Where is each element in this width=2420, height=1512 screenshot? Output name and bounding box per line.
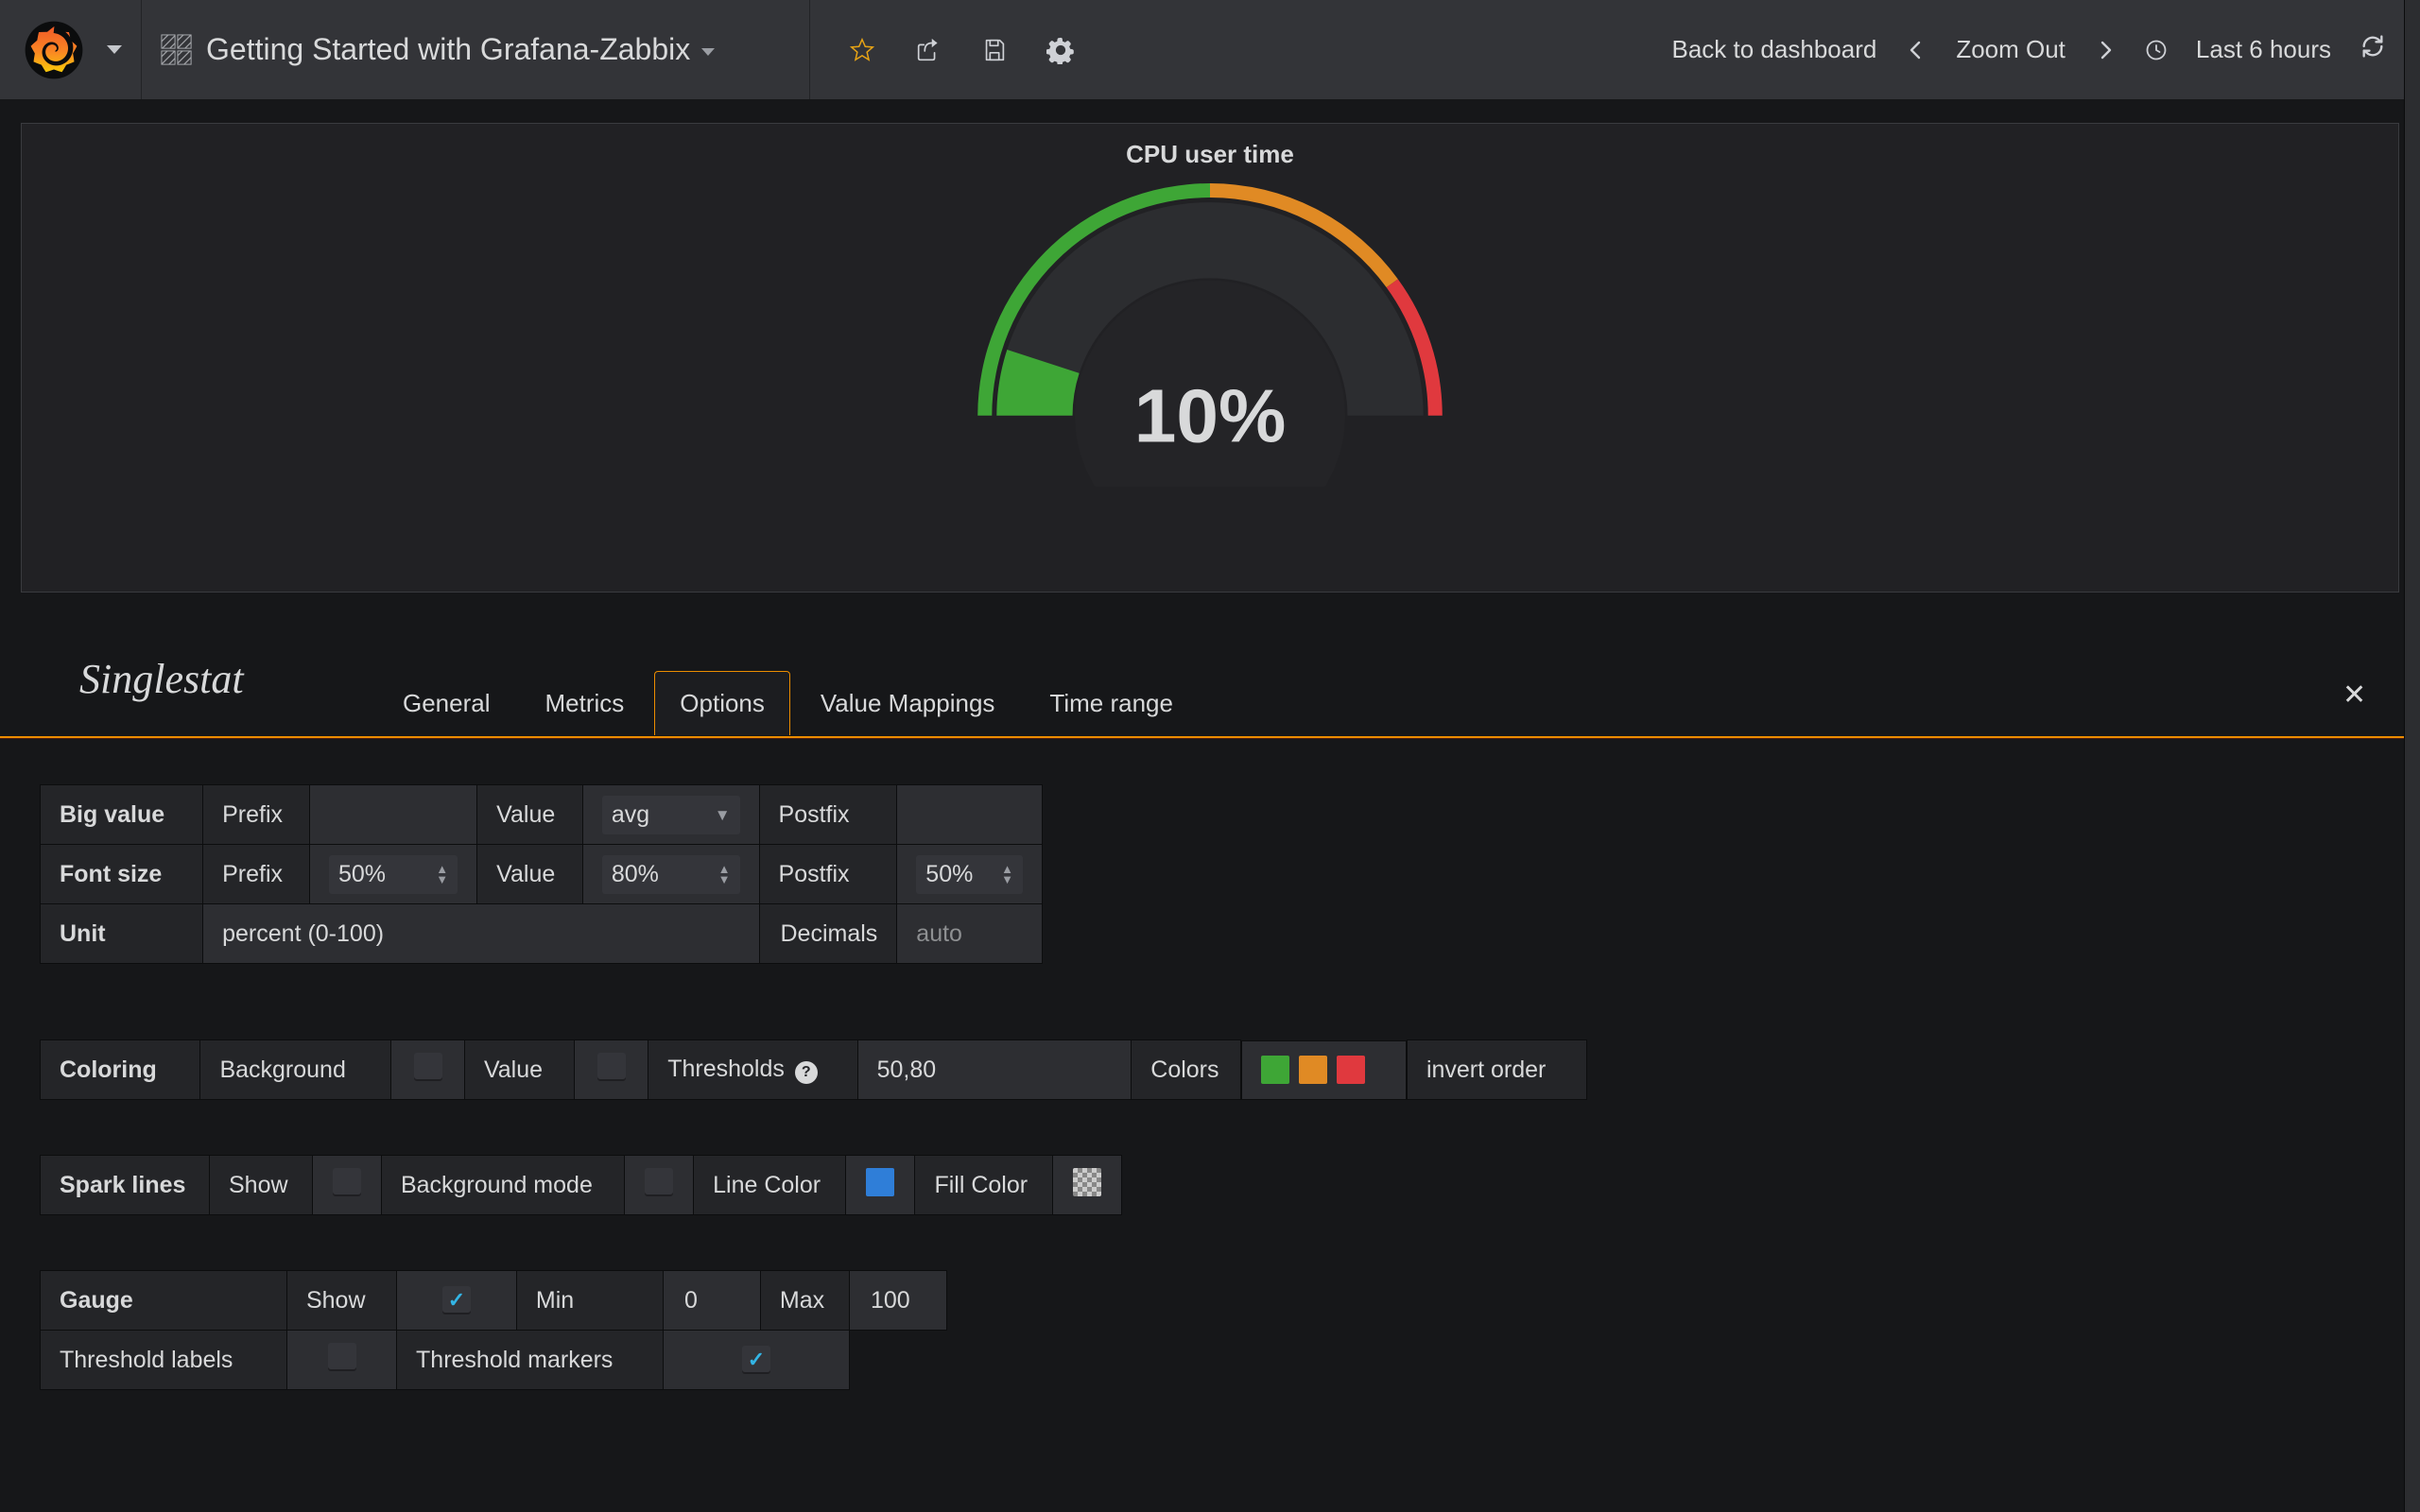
svg-text:10%: 10% [1134, 373, 1287, 458]
